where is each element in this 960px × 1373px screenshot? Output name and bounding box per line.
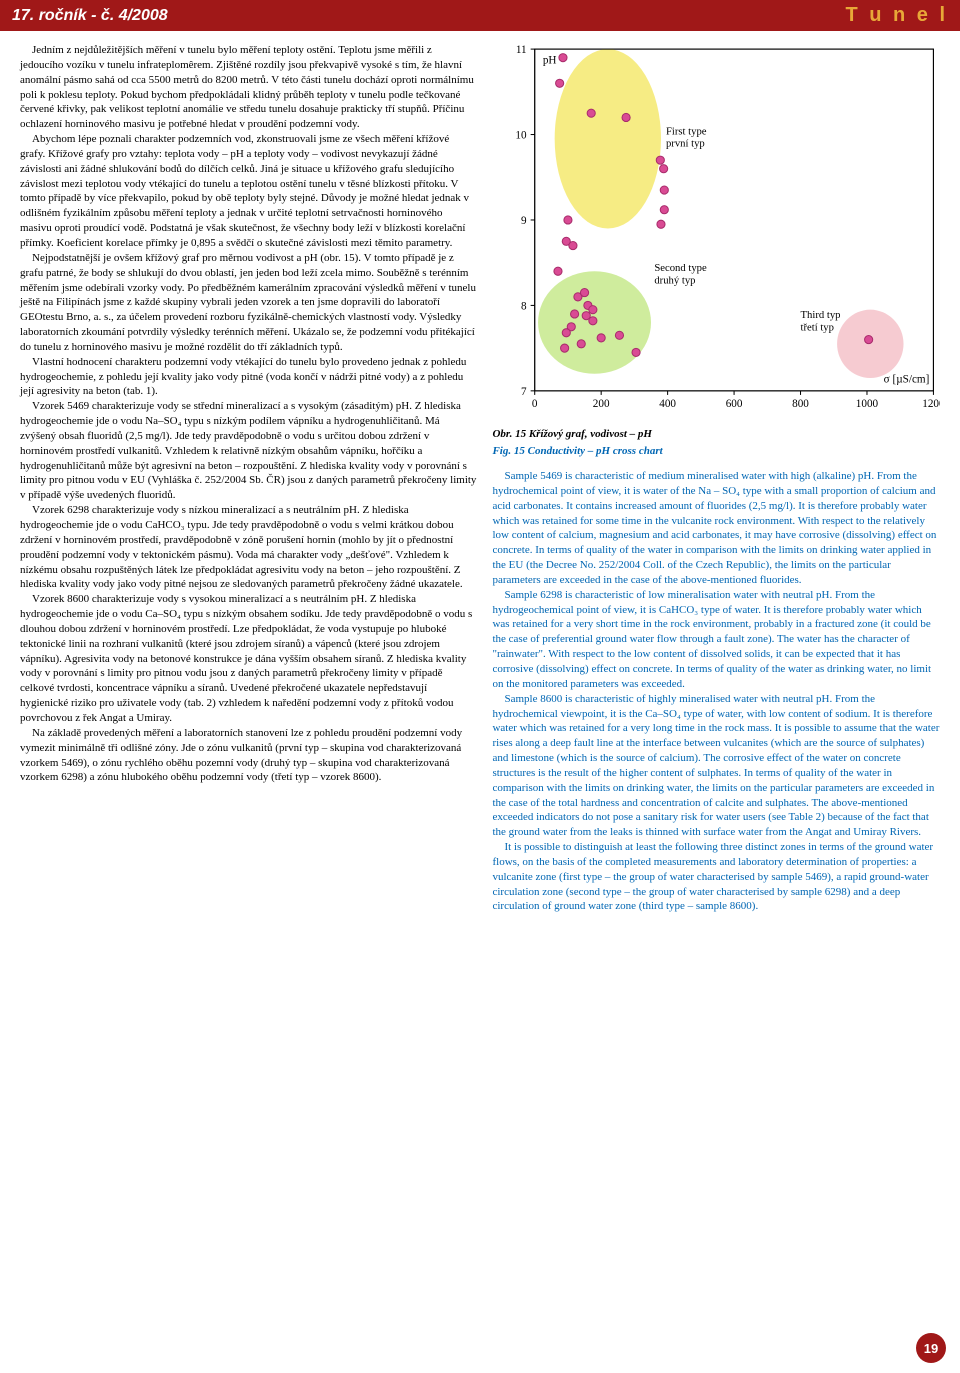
para-l3: Vlastní hodnocení charakteru podzemní vo… <box>20 355 476 400</box>
svg-text:Third typ: Third typ <box>801 309 841 321</box>
svg-text:11: 11 <box>516 44 527 56</box>
para-l5: Vzorek 6298 charakterizuje vody s nízkou… <box>20 503 476 592</box>
svg-text:Second type: Second type <box>655 262 708 274</box>
para-l2: Nejpodstatnější je ovšem křížový graf pr… <box>20 251 476 355</box>
para-l7: Na základě provedených měření a laborato… <box>20 726 476 785</box>
para-l1: Abychom lépe poznali charakter podzemníc… <box>20 132 476 251</box>
svg-text:8: 8 <box>521 300 527 312</box>
page-number: 19 <box>916 1333 946 1363</box>
caption-cz: Obr. 15 Křížový graf, vodivost – pH <box>492 427 940 442</box>
svg-text:0: 0 <box>532 398 538 410</box>
svg-text:třetí typ: třetí typ <box>801 321 834 333</box>
svg-text:200: 200 <box>593 398 610 410</box>
svg-text:1000: 1000 <box>856 398 879 410</box>
svg-text:First type: First type <box>666 126 707 138</box>
header-logo: T u n e l <box>845 4 948 27</box>
svg-text:10: 10 <box>516 130 528 142</box>
svg-text:1200: 1200 <box>923 398 940 410</box>
svg-text:pH: pH <box>543 54 557 66</box>
cross-chart: 0 200 400 600 800 1000 1200 7 8 9 10 11 pH σ [µS/cm] F… <box>492 43 940 419</box>
para-r0: Sample 5469 is characteristic of medium … <box>492 469 940 588</box>
scatter-svg: 0 200 400 600 800 1000 1200 7 8 9 10 11 pH σ [µS/cm] F… <box>492 43 940 419</box>
svg-text:600: 600 <box>726 398 743 410</box>
page-body: Jedním z nejdůležitějších měření v tunel… <box>0 31 960 934</box>
page-header: 17. ročník - č. 4/2008 T u n e l <box>0 0 960 31</box>
svg-text:druhý typ: druhý typ <box>655 274 696 286</box>
svg-text:σ [µS/cm]: σ [µS/cm] <box>884 374 930 386</box>
right-column: 0 200 400 600 800 1000 1200 7 8 9 10 11 pH σ [µS/cm] F… <box>492 43 940 914</box>
header-issue: 17. ročník - č. 4/2008 <box>12 7 168 25</box>
para-r3: It is possible to distinguish at least t… <box>492 840 940 914</box>
svg-text:první typ: první typ <box>666 138 705 150</box>
para-r2: Sample 8600 is characteristic of highly … <box>492 692 940 840</box>
svg-text:400: 400 <box>660 398 677 410</box>
para-r1: Sample 6298 is characteristic of low min… <box>492 588 940 692</box>
svg-text:800: 800 <box>793 398 810 410</box>
svg-text:7: 7 <box>521 386 527 398</box>
para-l6: Vzorek 8600 charakterizuje vody s vysoko… <box>20 592 476 726</box>
svg-text:9: 9 <box>521 215 527 227</box>
caption-en: Fig. 15 Conductivity – pH cross chart <box>492 444 940 459</box>
left-column: Jedním z nejdůležitějších měření v tunel… <box>20 43 476 914</box>
para-l4: Vzorek 5469 charakterizuje vody se střed… <box>20 399 476 503</box>
para-l0: Jedním z nejdůležitějších měření v tunel… <box>20 43 476 132</box>
